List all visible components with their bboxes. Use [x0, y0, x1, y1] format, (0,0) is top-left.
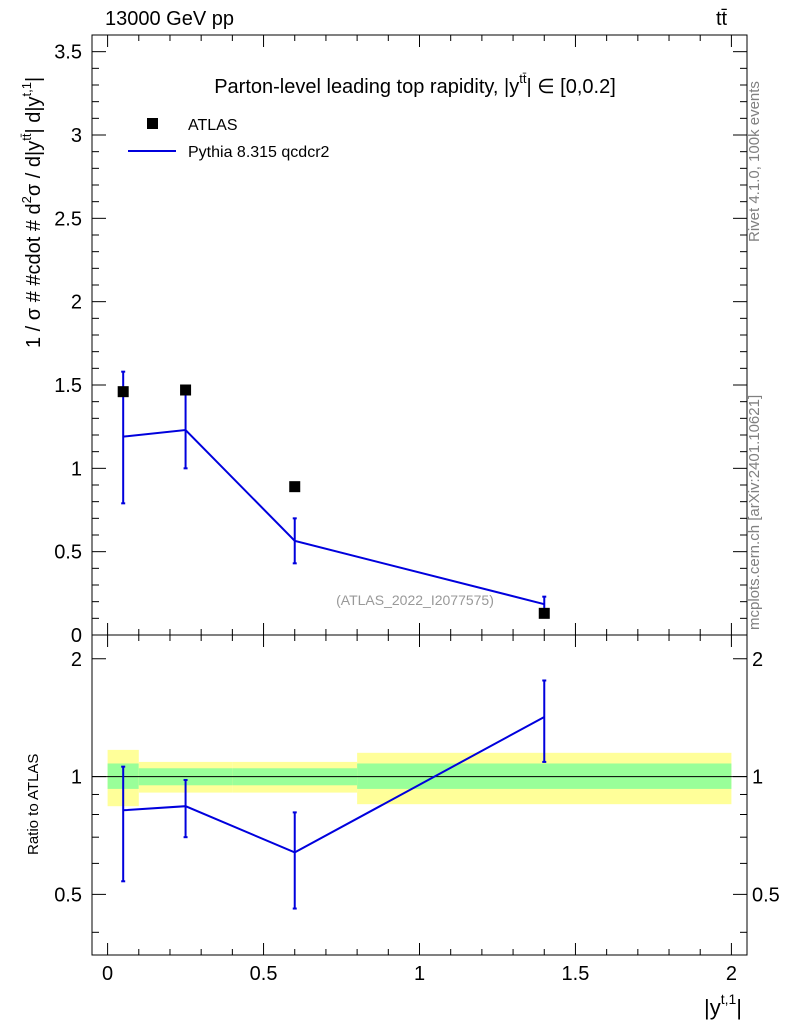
main-y-tick-label-0: 0: [71, 625, 82, 647]
data-point-3: [538, 607, 550, 619]
legend-label-pythia: Pythia 8.315 qcdcr2: [188, 144, 330, 161]
ratio-y-tick-label-right-1: 1: [752, 767, 763, 789]
main-y-tick-label-6: 3: [71, 125, 82, 147]
main-y-tick-label-3: 1.5: [54, 375, 82, 397]
main-y-tick-label-4: 2: [71, 292, 82, 314]
main-panel: [117, 370, 550, 619]
main-y-tick-label-2: 1: [71, 458, 82, 480]
ratio-y-tick-label-left-2: 2: [71, 649, 82, 671]
legend-marker-atlas: [147, 118, 158, 129]
chart-title: Parton-level leading top rapidity, |ytt̄…: [214, 71, 616, 98]
x-tick-label-2: 1: [414, 963, 425, 985]
x-tick-label-4: 2: [726, 963, 737, 985]
axes-layer: 0 0.5 1 1.5 200.511.522.533.50.5 0.51 12 2: [54, 34, 780, 985]
watermark: (ATLAS_2022_I2077575): [336, 592, 494, 608]
main-y-tick-label-7: 3.5: [54, 42, 82, 64]
legend-label-atlas: ATLAS: [188, 117, 238, 134]
ratio-series-line: [123, 716, 545, 854]
y-axis-label: 1 / σ # #cdot # d2σ / d|ytt̄| d|yt,1|: [19, 77, 45, 348]
main-y-tick-label-5: 2.5: [54, 208, 82, 230]
ratio-y-tick-label-left-1: 1: [71, 767, 82, 789]
ratio-panel: [92, 679, 747, 910]
x-tick-label-1: 0.5: [250, 963, 278, 985]
ratio-y-tick-label-right-2: 2: [752, 649, 763, 671]
data-point-0: [117, 386, 129, 398]
ratio-y-tick-label-left-0: 0.5: [54, 884, 82, 906]
x-axis-label: |yt,1|: [704, 991, 742, 1020]
mc-series-line: [123, 428, 545, 606]
ratio-y-axis-label: Ratio to ATLAS: [25, 754, 42, 855]
data-point-1: [180, 384, 192, 396]
data-point-2: [289, 481, 301, 493]
legend: ATLAS Pythia 8.315 qcdcr2: [128, 117, 330, 161]
main-y-tick-label-1: 0.5: [54, 542, 82, 564]
header-right: tt̄: [716, 8, 728, 30]
header-left: 13000 GeV pp: [105, 8, 234, 30]
x-tick-label-0: 0: [102, 963, 113, 985]
ratio-y-tick-label-right-0: 0.5: [752, 884, 780, 906]
x-tick-label-3: 1.5: [562, 963, 590, 985]
